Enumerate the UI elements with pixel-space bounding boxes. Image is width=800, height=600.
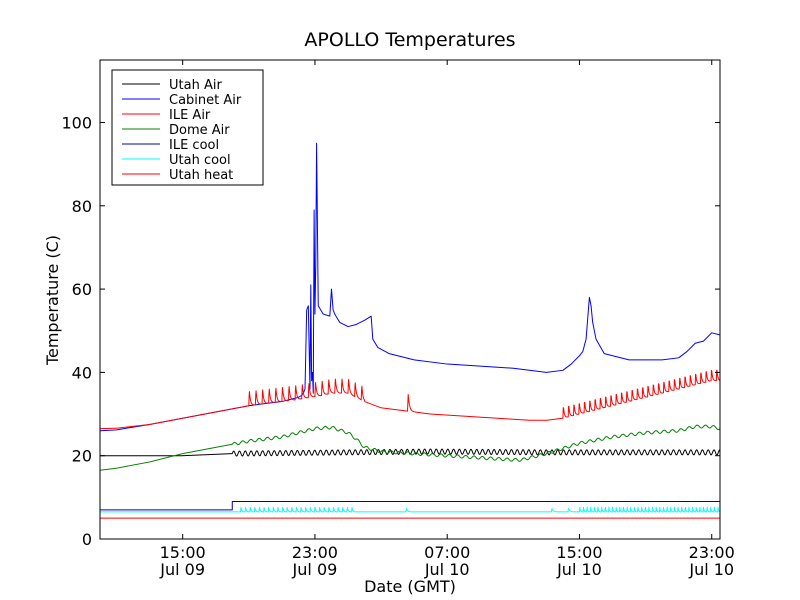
chart-title: APOLLO Temperatures <box>304 29 515 51</box>
y-axis-label: Temperature (C) <box>43 235 62 366</box>
x-tick-label-time: 07:00 <box>424 543 470 562</box>
x-tick-label-time: 15:00 <box>556 543 602 562</box>
legend-box <box>111 69 264 186</box>
x-tick-label-time: 23:00 <box>689 543 735 562</box>
x-tick-label-date: Jul 10 <box>424 560 470 579</box>
x-tick-label-date: Jul 10 <box>688 560 734 579</box>
y-tick-label: 40 <box>72 363 92 382</box>
legend-entry-label: Utah Air <box>169 78 222 93</box>
series-line-utah-cool <box>100 506 720 513</box>
x-tick-label-time: 15:00 <box>160 543 206 562</box>
legend-entry-label: Utah heat <box>169 168 233 183</box>
x-axis-label: Date (GMT) <box>364 577 456 596</box>
y-tick-label: 20 <box>72 447 92 466</box>
legend-entry-label: Utah cool <box>169 153 231 168</box>
legend-entry-label: ILE Air <box>169 108 211 123</box>
y-tick-label: 80 <box>72 197 92 216</box>
legend-entry-label: Cabinet Air <box>169 93 242 108</box>
y-tick-label: 100 <box>61 113 92 132</box>
series-line-utah-air <box>100 448 720 457</box>
series-line-ile-cool <box>100 501 720 511</box>
series-line-dome-air <box>100 424 720 471</box>
y-tick-label: 60 <box>72 280 92 299</box>
legend-entry-label: ILE cool <box>169 138 219 153</box>
x-tick-label-date: Jul 09 <box>159 560 205 579</box>
x-tick-label-date: Jul 10 <box>556 560 602 579</box>
legend-entry-label: Dome Air <box>169 123 230 138</box>
y-tick-label: 0 <box>82 530 92 549</box>
x-tick-label-date: Jul 09 <box>292 560 338 579</box>
series-line-ile-air <box>100 369 720 430</box>
plot-frame <box>99 59 721 540</box>
series-line-cabinet-air <box>100 142 720 432</box>
x-tick-label-time: 23:00 <box>292 543 338 562</box>
